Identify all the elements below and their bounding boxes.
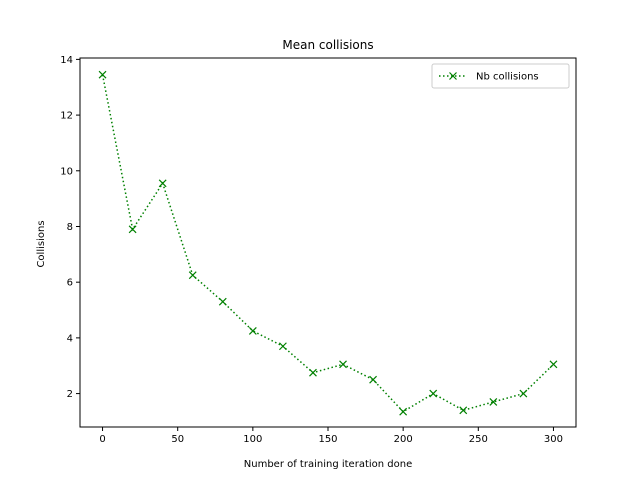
- data-point: [399, 407, 408, 416]
- x-tick-label: 300: [544, 434, 563, 445]
- legend-label: Nb collisions: [476, 72, 539, 83]
- x-axis-label: Number of training iteration done: [244, 459, 412, 470]
- legend-marker: [449, 72, 457, 80]
- plot-area: 0 50 100 150 200 250 300 2 4 6 8 10 12 14: [60, 55, 577, 445]
- data-point: [128, 225, 137, 234]
- data-point: [519, 389, 528, 398]
- x-tick-label: 50: [171, 434, 184, 445]
- legend: Nb collisions: [431, 63, 570, 89]
- y-tick-label: 12: [60, 111, 73, 122]
- x-tick-label: 150: [318, 434, 337, 445]
- x-tick-label: 100: [243, 434, 262, 445]
- data-point: [278, 342, 287, 351]
- series-line: [101, 74, 554, 413]
- x-tick-label: 200: [394, 434, 413, 445]
- data-point: [218, 297, 227, 306]
- y-tick-label: 6: [67, 278, 73, 289]
- y-tick-label: 14: [60, 55, 73, 66]
- x-tick-label: 250: [469, 434, 488, 445]
- data-point: [158, 179, 167, 188]
- data-point: [459, 406, 468, 415]
- y-tick-label: 2: [67, 389, 73, 400]
- data-point: [339, 360, 347, 369]
- data-point: [429, 389, 438, 398]
- y-axis-label: Collisions: [36, 220, 47, 267]
- data-point: [549, 360, 558, 369]
- data-point: [248, 326, 257, 335]
- data-point: [489, 398, 498, 406]
- data-point: [369, 375, 378, 384]
- legend-box: [431, 63, 570, 89]
- y-tick-label: 8: [67, 222, 73, 233]
- chart-title: Mean collisions: [282, 38, 373, 52]
- data-point: [309, 368, 317, 377]
- x-tick-label: 0: [99, 434, 105, 445]
- y-tick-label: 10: [60, 166, 73, 177]
- data-point: [98, 70, 107, 79]
- data-point: [188, 271, 197, 280]
- y-tick-label: 4: [67, 333, 73, 344]
